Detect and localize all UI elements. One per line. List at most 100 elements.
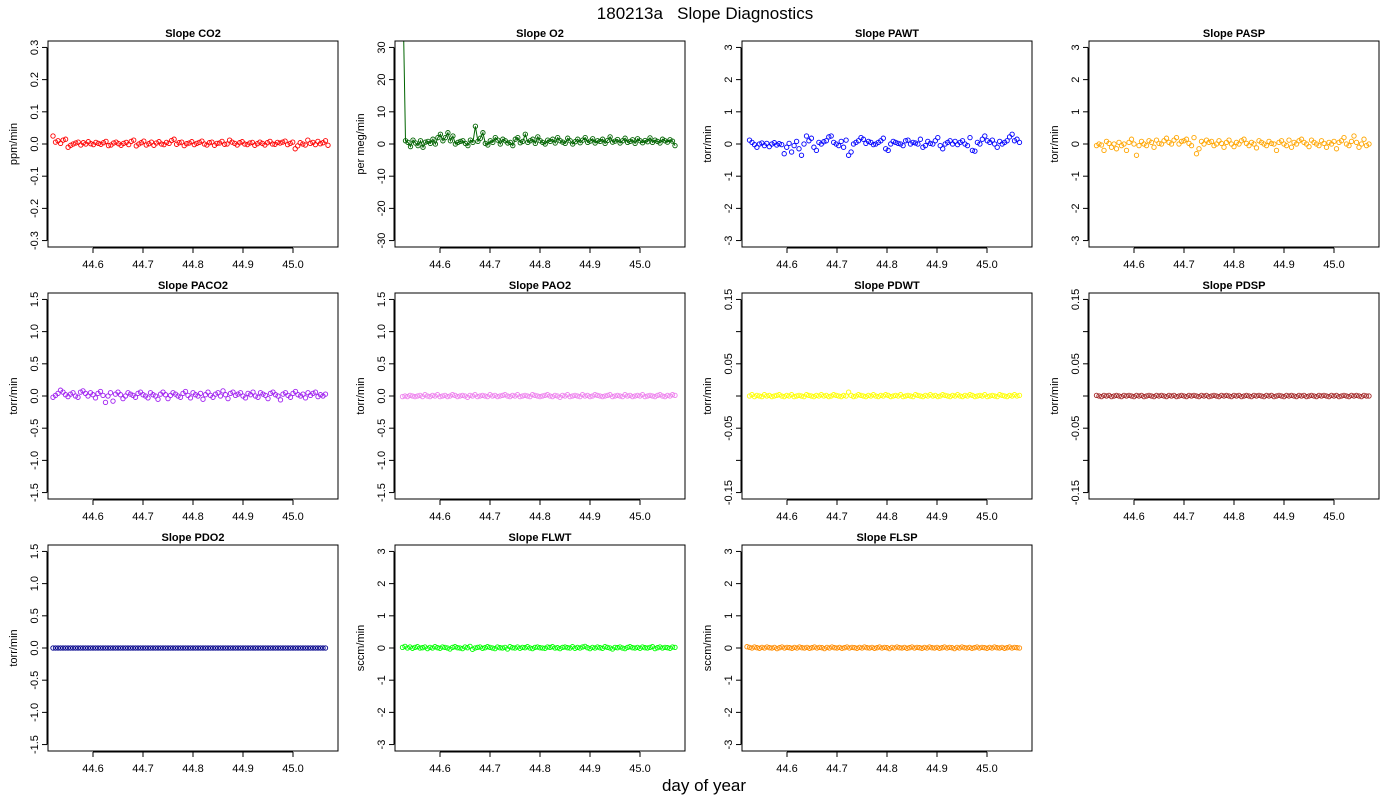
data-point (122, 645, 129, 651)
data-point (1178, 138, 1185, 145)
data-point (295, 645, 301, 651)
data-point (912, 140, 919, 146)
data-point (1093, 392, 1100, 399)
data-point (205, 389, 211, 395)
y-tick-label: 20 (376, 74, 388, 86)
data-point (552, 140, 558, 146)
y-tick-label: -1.0 (29, 451, 41, 470)
data-series (50, 645, 329, 651)
panel-slope-flsp: Slope FLSP 44.6 44.7 44.8 44.9 45.0 -3 -2 -1 0 1 2 3… (702, 532, 1033, 775)
data-point (961, 645, 968, 651)
data-point (310, 390, 316, 397)
data-point (300, 141, 306, 147)
data-point (557, 645, 563, 652)
data-point (841, 645, 848, 651)
data-point (892, 139, 899, 146)
data-point (282, 645, 289, 651)
data-point (883, 392, 889, 398)
data-point (612, 393, 618, 399)
data-point (1014, 645, 1020, 651)
data-point (1308, 392, 1315, 399)
x-tick-label: 44.9 (1273, 511, 1294, 523)
data-point (891, 645, 898, 651)
data-point (52, 139, 59, 145)
x-tick-label: 45.0 (976, 511, 997, 523)
data-point (232, 645, 239, 651)
data-point (1333, 146, 1340, 152)
data-point (779, 141, 785, 148)
data-point (989, 645, 995, 651)
y-tick-label: -0.15 (1070, 480, 1082, 505)
data-point (562, 393, 568, 399)
data-point (789, 645, 795, 651)
data-point (771, 644, 778, 651)
data-point (132, 645, 139, 651)
data-point (769, 645, 775, 651)
data-point (80, 645, 86, 651)
data-point (1278, 138, 1285, 144)
data-point (257, 139, 263, 145)
y-tick-label: -0.5 (29, 671, 41, 690)
data-point (427, 140, 434, 147)
x-axis: 44.6 44.7 44.8 44.9 45.0 (776, 247, 998, 271)
data-point (594, 392, 601, 399)
data-point (774, 645, 780, 652)
x-tick-label: 44.9 (579, 511, 600, 523)
data-point (267, 390, 274, 397)
panel-slope-pdwt: Slope PDWT 44.6 44.7 44.8 44.9 45.0 -0.15 -0.05… (702, 280, 1033, 523)
data-point (107, 390, 114, 396)
data-point (644, 645, 651, 651)
data-point (846, 645, 853, 651)
data-point (297, 140, 303, 146)
data-point (1221, 144, 1227, 150)
data-point (1096, 393, 1102, 399)
data-point (634, 392, 641, 399)
data-point (98, 141, 104, 147)
y-axis-label: per meg/min (355, 113, 367, 174)
data-point (130, 645, 136, 651)
data-point (642, 393, 648, 400)
data-point (949, 392, 956, 399)
data-point (622, 135, 628, 141)
y-tick-label: -1 (1070, 171, 1082, 181)
data-point (759, 644, 765, 651)
data-point (312, 141, 319, 148)
y-tick-label: -3 (1070, 236, 1082, 246)
data-point (1281, 393, 1287, 400)
data-point (230, 389, 236, 395)
data-point (245, 645, 251, 651)
data-point (796, 146, 802, 152)
data-point (824, 644, 830, 651)
data-point (868, 393, 874, 399)
y-tick-label: -3 (376, 740, 388, 750)
data-point (672, 644, 678, 651)
data-point (801, 141, 807, 147)
data-point (794, 645, 800, 651)
data-point (444, 393, 451, 400)
data-point (1196, 146, 1202, 152)
data-point (798, 393, 805, 399)
data-point (584, 645, 591, 651)
data-point (771, 393, 777, 399)
data-point (1288, 392, 1295, 399)
x-axis: 44.6 44.7 44.8 44.9 45.0 (82, 499, 304, 523)
data-point (222, 645, 229, 651)
x-axis: 44.6 44.7 44.8 44.9 45.0 (82, 247, 304, 271)
data-point (489, 645, 496, 651)
data-point (1183, 393, 1190, 400)
data-point (427, 644, 433, 651)
data-point (1351, 393, 1357, 399)
x-tick-label: 44.9 (232, 259, 253, 271)
data-point (564, 645, 571, 651)
data-point (120, 140, 127, 147)
data-point (1004, 645, 1010, 651)
y-tick-label: -1 (723, 675, 735, 685)
data-point (634, 644, 641, 651)
data-point (80, 140, 86, 146)
data-point (1283, 392, 1290, 399)
data-point (75, 645, 81, 651)
data-point (809, 645, 815, 651)
data-point (925, 393, 931, 399)
data-point (892, 392, 899, 399)
